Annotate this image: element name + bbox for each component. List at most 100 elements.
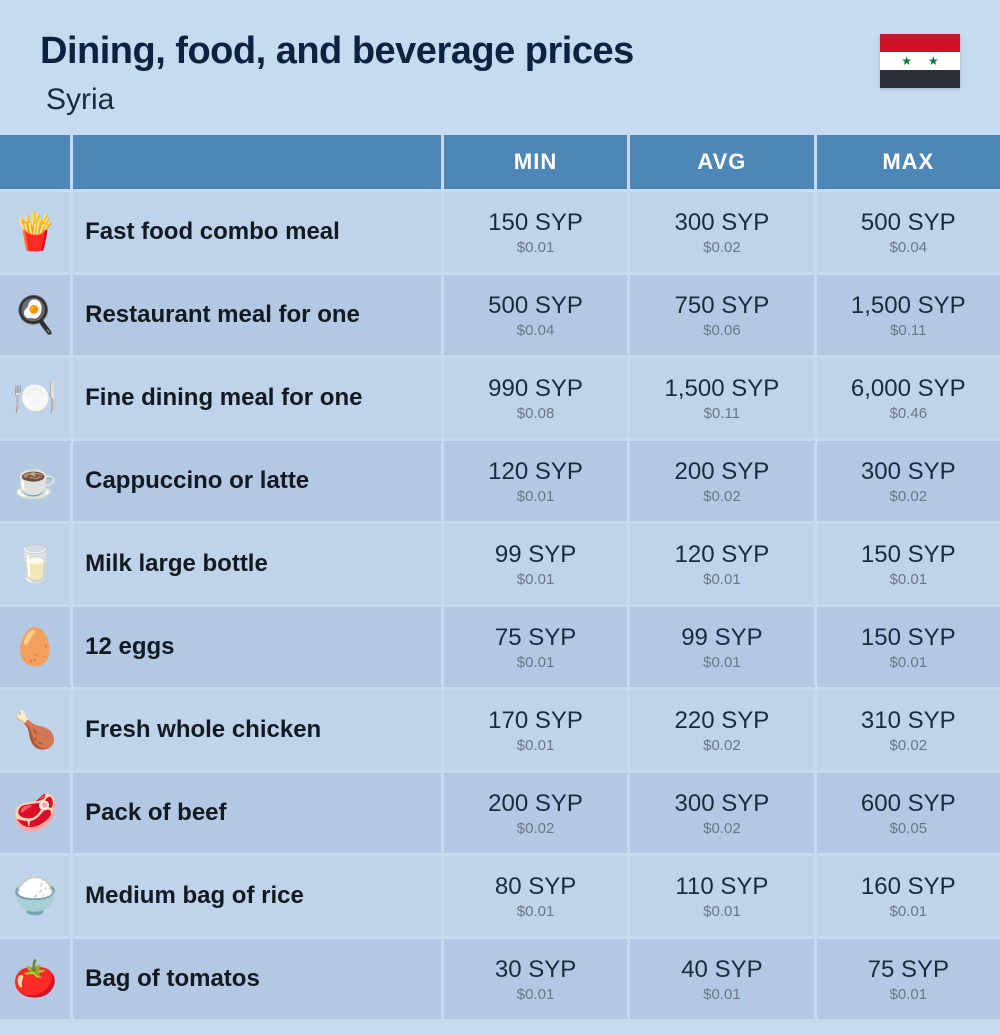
avg-usd: $0.01 [630,571,813,588]
min-usd: $0.01 [444,654,627,671]
avg-cell: 200 SYP $0.02 [627,438,813,521]
max-cell: 150 SYP$0.01 [814,604,1000,687]
table-row: 🍚Medium bag of rice80 SYP$0.01110 SYP$0.… [0,853,1000,936]
avg-cell: 1,500 SYP $0.11 [627,355,813,438]
min-cell: 990 SYP $0.08 [441,355,627,438]
min-syp: 80 SYP [444,873,627,901]
item-name: Medium bag of rice [70,853,441,936]
col-header-name [70,135,441,189]
avg-syp: 300 SYP [630,209,813,237]
item-name: Fresh whole chicken [70,687,441,770]
avg-cell: 120 SYP $0.01 [627,521,813,604]
item-name: Fast food combo meal [70,189,441,272]
milk-icon: 🥛 [0,521,70,604]
min-cell: 75 SYP $0.01 [441,604,627,687]
min-cell: 500 SYP$0.04 [441,272,627,355]
avg-usd: $0.11 [630,405,813,422]
table-body: 🍟Fast food combo meal150 SYP$0.01300 SYP… [0,189,1000,1019]
avg-syp: 1,500 SYP [630,375,813,403]
page-header: Dining, food, and beverage prices Syria … [0,0,1000,135]
max-syp: 150 SYP [817,624,1000,652]
avg-usd: $0.02 [630,488,813,505]
max-syp: 160 SYP [817,873,1000,901]
beef-icon: 🥩 [0,770,70,853]
max-cell: 150 SYP$0.01 [814,521,1000,604]
max-syp: 75 SYP [817,956,1000,984]
min-syp: 990 SYP [444,375,627,403]
avg-usd: $0.01 [630,903,813,920]
col-header-avg: AVG [627,135,813,189]
min-usd: $0.01 [444,903,627,920]
avg-cell: 99 SYP$0.01 [627,604,813,687]
min-syp: 500 SYP [444,292,627,320]
min-cell: 200 SYP$0.02 [441,770,627,853]
col-header-min: MIN [441,135,627,189]
avg-usd: $0.06 [630,322,813,339]
min-usd: $0.08 [444,405,627,422]
min-syp: 150 SYP [444,209,627,237]
max-usd: $0.01 [817,571,1000,588]
table-row: 🍅Bag of tomatos30 SYP$0.0140 SYP$0.0175 … [0,936,1000,1019]
max-cell: 310 SYP$0.02 [814,687,1000,770]
max-syp: 500 SYP [817,209,1000,237]
table-header: MIN AVG MAX [0,135,1000,189]
fast-food-icon: 🍟 [0,189,70,272]
rice-icon: 🍚 [0,853,70,936]
avg-cell: 110 SYP$0.01 [627,853,813,936]
table-row: 🍳Restaurant meal for one500 SYP$0.04750 … [0,272,1000,355]
max-usd: $0.46 [817,405,1000,422]
min-cell: 99 SYP$0.01 [441,521,627,604]
min-syp: 170 SYP [444,707,627,735]
max-cell: 300 SYP$0.02 [814,438,1000,521]
max-syp: 300 SYP [817,458,1000,486]
flag-stripe-white: ★ ★ [880,52,960,70]
item-name: 12 eggs [70,604,441,687]
avg-syp: 300 SYP [630,790,813,818]
item-name: Pack of beef [70,770,441,853]
min-cell: 80 SYP $0.01 [441,853,627,936]
max-cell: 600 SYP $0.05 [814,770,1000,853]
item-name: Bag of tomatos [70,936,441,1019]
avg-syp: 750 SYP [630,292,813,320]
avg-usd: $0.02 [630,239,813,256]
min-usd: $0.01 [444,488,627,505]
avg-syp: 120 SYP [630,541,813,569]
max-usd: $0.01 [817,903,1000,920]
page-subtitle: Syria [46,83,634,117]
avg-cell: 300 SYP $0.02 [627,189,813,272]
col-header-icon [0,135,70,189]
avg-cell: 220 SYP $0.02 [627,687,813,770]
avg-usd: $0.02 [630,820,813,837]
max-syp: 310 SYP [817,707,1000,735]
max-usd: $0.05 [817,820,1000,837]
table-row: 🥩Pack of beef200 SYP$0.02300 SYP $0.02600… [0,770,1000,853]
max-cell: 6,000 SYP$0.46 [814,355,1000,438]
flag-stripe-black [880,70,960,88]
avg-cell: 750 SYP $0.06 [627,272,813,355]
min-syp: 75 SYP [444,624,627,652]
chicken-icon: 🍗 [0,687,70,770]
page-title: Dining, food, and beverage prices [40,30,634,73]
avg-usd: $0.02 [630,737,813,754]
col-header-max: MAX [814,135,1000,189]
table-row: 🥚12 eggs75 SYP $0.0199 SYP$0.01150 SYP$0.… [0,604,1000,687]
flag-star-icon: ★ [928,54,939,68]
max-syp: 600 SYP [817,790,1000,818]
table-row: 🍟Fast food combo meal150 SYP$0.01300 SYP… [0,189,1000,272]
coffee-icon: ☕ [0,438,70,521]
max-syp: 1,500 SYP [817,292,1000,320]
max-cell: 500 SYP$0.04 [814,189,1000,272]
table-row: 🍽️Fine dining meal for one990 SYP$0.081,… [0,355,1000,438]
min-cell: 170 SYP $0.01 [441,687,627,770]
avg-syp: 220 SYP [630,707,813,735]
item-name: Cappuccino or latte [70,438,441,521]
eggs-icon: 🥚 [0,604,70,687]
max-usd: $0.01 [817,986,1000,1003]
avg-syp: 99 SYP [630,624,813,652]
min-usd: $0.01 [444,737,627,754]
table-row: 🍗Fresh whole chicken170 SYP $0.01220 SYP $… [0,687,1000,770]
avg-syp: 200 SYP [630,458,813,486]
min-syp: 30 SYP [444,956,627,984]
min-cell: 120 SYP$0.01 [441,438,627,521]
avg-syp: 40 SYP [630,956,813,984]
